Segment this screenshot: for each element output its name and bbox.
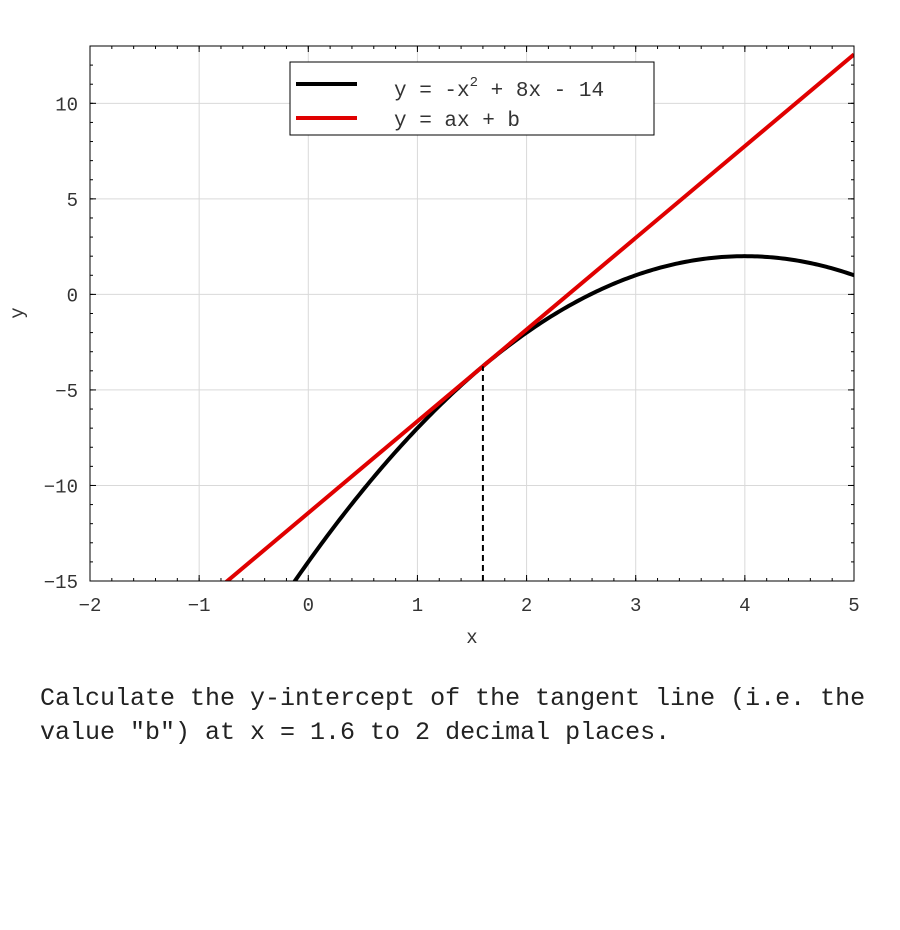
x-tick-label: 4 [739,595,750,617]
x-tick-label: 3 [630,595,641,617]
legend-label-parabola: y = -x2 + 8x - 14 [394,75,604,103]
question-text: Calculate the y-intercept of the tangent… [40,684,866,747]
legend-label-parabola-rest: + 8x - 14 [478,80,604,103]
legend: y = -x2 + 8x - 14 y = ax + b [289,61,655,136]
y-tick-label: 5 [67,190,78,212]
legend-label-line: y = ax + b [394,110,520,133]
y-tick-label: 0 [67,285,78,307]
legend-box [289,61,655,136]
y-tick-label: 10 [55,94,78,116]
legend-label-parabola-exponent: 2 [470,75,478,91]
x-axis-label: x [466,627,477,649]
y-tick-label: −5 [55,381,78,403]
y-axis-label: y [7,307,29,318]
tangent-line [224,52,854,581]
x-tick-label: 5 [848,595,859,617]
y-tick-label: −10 [44,476,78,498]
x-tick-label: 2 [521,595,532,617]
x-tick-label: 1 [412,595,423,617]
series-layer [224,52,854,581]
x-tick-label: −2 [79,595,102,617]
x-tick-label: 0 [303,595,314,617]
plot-frame [89,45,855,582]
legend-label-parabola-main: y = -x [394,80,470,103]
y-tick-label: −15 [44,572,78,594]
x-tick-label: −1 [188,595,211,617]
